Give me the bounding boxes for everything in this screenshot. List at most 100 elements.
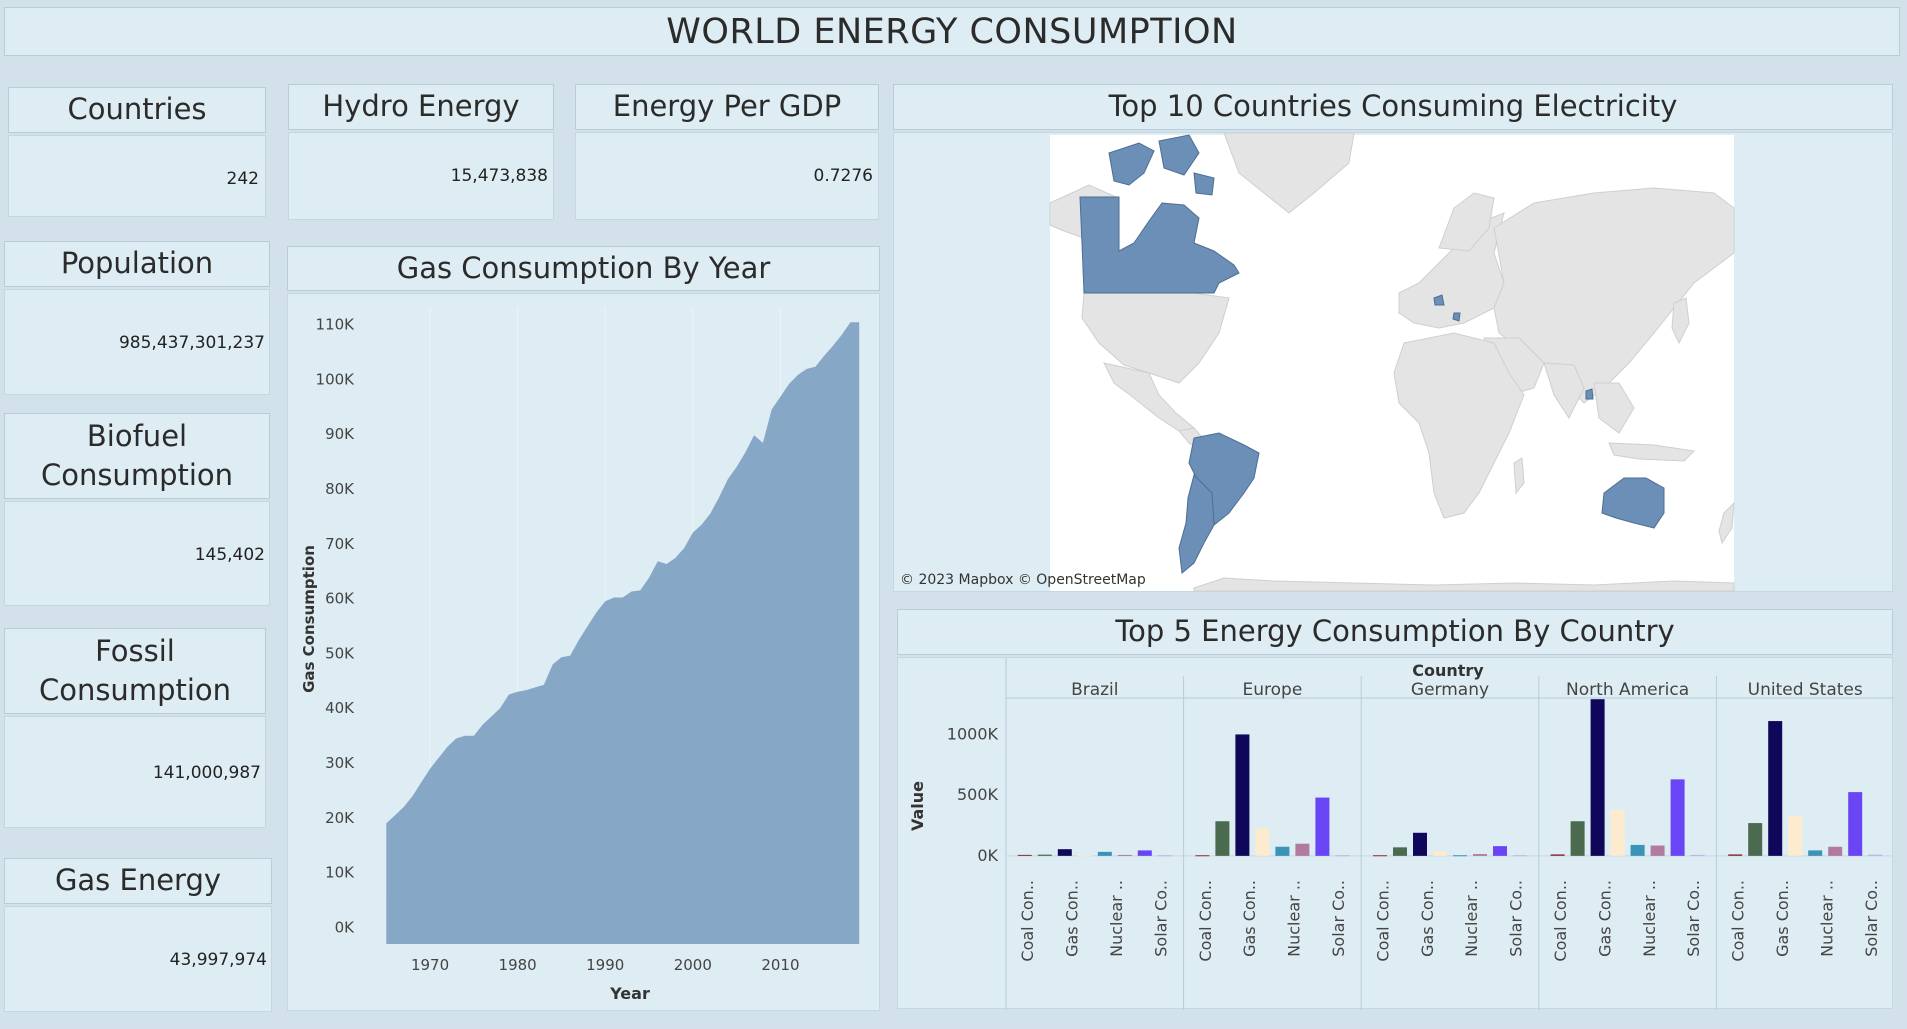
- bar[interactable]: [1453, 855, 1467, 857]
- bar[interactable]: [1215, 821, 1230, 856]
- category-tick-label: Coal Con..: [1196, 880, 1215, 962]
- hydro-kpi-panel: 15,473,838: [288, 132, 554, 220]
- bar[interactable]: [1017, 854, 1032, 856]
- bar[interactable]: [1037, 854, 1052, 856]
- bar[interactable]: [1057, 849, 1072, 856]
- bar[interactable]: [1295, 843, 1310, 856]
- india-shape: [1543, 362, 1585, 420]
- category-tick-label: Nuclear ..: [1285, 880, 1304, 957]
- gas-energy-kpi-label: Gas Energy: [4, 858, 272, 904]
- europe-highlight-1: [1433, 294, 1445, 306]
- bar[interactable]: [1097, 851, 1112, 856]
- japan-shape: [1671, 297, 1690, 345]
- category-tick-label: Coal Con..: [1018, 880, 1037, 962]
- map-attribution: © 2023 Mapbox © OpenStreetMap: [900, 572, 1146, 588]
- bar[interactable]: [1788, 816, 1803, 856]
- gas-x-tick-label: 2010: [761, 956, 799, 974]
- bar[interactable]: [1670, 779, 1685, 856]
- category-tick-label: Coal Con..: [1551, 880, 1570, 962]
- bar[interactable]: [1235, 734, 1250, 856]
- bar[interactable]: [1195, 855, 1210, 857]
- hydro-kpi-label: Hydro Energy: [288, 84, 554, 130]
- group-label: Germany: [1411, 680, 1489, 700]
- bar-chart-panel: 0K 500K 1000K Brazil Coal Con.. Gas Con.. Nucl…: [897, 657, 1894, 1010]
- bar[interactable]: [1137, 850, 1152, 856]
- gas-y-tick-label: 40K: [325, 699, 355, 717]
- bar-y-tick-label: 500K: [957, 785, 999, 804]
- bar[interactable]: [1513, 855, 1527, 857]
- greenland-shape: [1223, 132, 1355, 214]
- fossil-kpi-label: Fossil Consumption: [4, 628, 266, 714]
- bar[interactable]: [1570, 821, 1585, 856]
- energy-per-gdp-kpi-value: 0.7276: [813, 166, 873, 186]
- bar[interactable]: [1077, 855, 1092, 857]
- asia-highlight-1: [1585, 388, 1594, 400]
- group-label: North America: [1566, 680, 1689, 700]
- europe-highlight-2: [1452, 312, 1461, 322]
- bar[interactable]: [1868, 854, 1883, 856]
- map-highlighted-countries[interactable]: [1079, 134, 1665, 574]
- map-base-land: [1049, 132, 1735, 592]
- category-tick-label: Gas Con..: [1773, 880, 1792, 957]
- bar[interactable]: [1650, 845, 1665, 856]
- argentina-region: [1178, 474, 1215, 574]
- bar[interactable]: [1590, 699, 1605, 856]
- canada-region: [1079, 196, 1240, 294]
- bar-y-tick-label: 1000K: [947, 724, 999, 743]
- bar[interactable]: [1550, 854, 1565, 856]
- category-tick-label: Coal Con..: [1373, 880, 1392, 962]
- australia-region: [1601, 477, 1665, 529]
- bar[interactable]: [1808, 850, 1823, 856]
- bar[interactable]: [1493, 846, 1507, 856]
- gas-y-tick-label: 60K: [325, 590, 355, 608]
- gas-chart-panel: 0K 10K 20K 30K 40K 50K 60K 70K 80K 90K 100K 110K 19…: [287, 293, 880, 1011]
- bar[interactable]: [1157, 855, 1172, 857]
- fossil-kpi-label-line2: Consumption: [38, 673, 232, 707]
- bar[interactable]: [1630, 844, 1645, 856]
- countries-kpi-panel: 242: [8, 135, 266, 217]
- bar-y-tick-label: 0K: [977, 846, 998, 865]
- bar[interactable]: [1433, 851, 1447, 856]
- bar[interactable]: [1748, 823, 1763, 856]
- bar[interactable]: [1255, 828, 1270, 856]
- bar[interactable]: [1315, 797, 1330, 856]
- group-label: Brazil: [1071, 680, 1118, 700]
- gas-x-axis-label: Year: [609, 984, 650, 1003]
- map-panel[interactable]: © 2023 Mapbox © OpenStreetMap: [893, 132, 1893, 592]
- bar[interactable]: [1690, 854, 1705, 856]
- gas-y-tick-label: 50K: [325, 644, 355, 662]
- category-tick-label: Solar Co..: [1151, 880, 1170, 957]
- bar[interactable]: [1373, 855, 1387, 857]
- energy-per-gdp-kpi-panel: 0.7276: [575, 132, 879, 220]
- madagascar-shape: [1513, 457, 1525, 495]
- gas-energy-kpi-panel: 43,997,974: [4, 906, 272, 1012]
- category-tick-label: Solar Co..: [1507, 880, 1526, 957]
- bar[interactable]: [1473, 854, 1487, 856]
- fossil-kpi-value: 141,000,987: [152, 763, 261, 783]
- gas-x-tick-label: 1990: [586, 956, 624, 974]
- scandinavia-shape: [1438, 192, 1495, 252]
- bar[interactable]: [1768, 721, 1783, 856]
- population-kpi-panel: 985,437,301,237: [4, 289, 270, 395]
- bar[interactable]: [1335, 855, 1350, 857]
- gas-y-tick-label: 110K: [316, 315, 356, 333]
- biofuel-kpi-panel: 145,402: [4, 501, 270, 606]
- southeast-asia-shape: [1593, 382, 1635, 434]
- bar[interactable]: [1828, 846, 1843, 856]
- map-title: Top 10 Countries Consuming Electricity: [893, 84, 1893, 130]
- bar[interactable]: [1275, 846, 1290, 856]
- bar-chart-title: Top 5 Energy Consumption By Country: [897, 609, 1893, 655]
- countries-kpi-value: 242: [226, 169, 259, 189]
- bar[interactable]: [1117, 854, 1132, 856]
- bar[interactable]: [1610, 809, 1625, 856]
- world-map[interactable]: © 2023 Mapbox © OpenStreetMap: [894, 132, 1894, 593]
- energy-per-gdp-kpi-label: Energy Per GDP: [575, 84, 879, 130]
- bar[interactable]: [1413, 832, 1427, 856]
- hydro-kpi-value: 15,473,838: [450, 166, 548, 186]
- bar[interactable]: [1393, 847, 1407, 856]
- bar[interactable]: [1848, 792, 1863, 856]
- bar[interactable]: [1728, 854, 1743, 856]
- biofuel-kpi-label: Biofuel Consumption: [4, 413, 270, 499]
- gas-y-tick-label: 80K: [325, 480, 355, 498]
- population-kpi-label: Population: [4, 241, 270, 287]
